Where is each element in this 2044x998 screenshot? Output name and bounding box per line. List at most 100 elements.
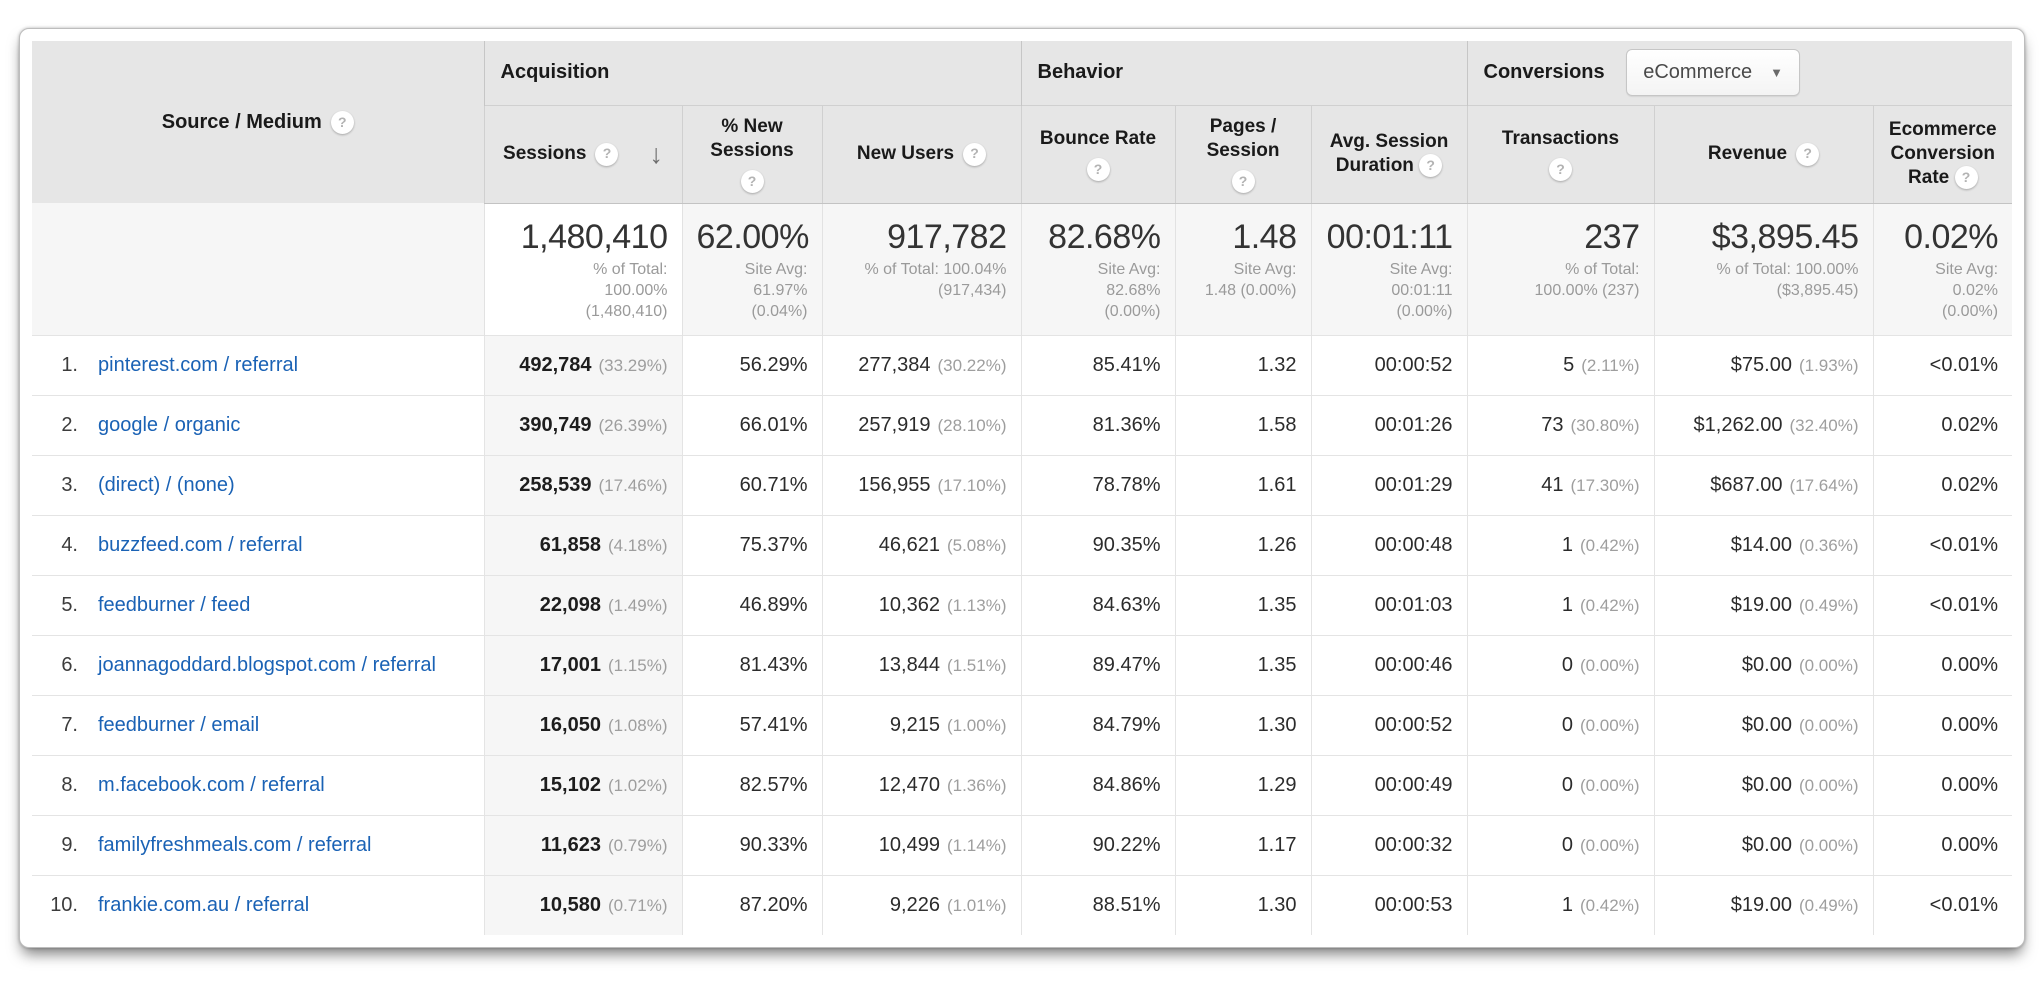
pages-session-value: 1.35 — [1257, 593, 1297, 616]
duration-cell: 00:00:52 — [1310, 334, 1467, 396]
help-icon[interactable]: ? — [595, 142, 619, 166]
pages-session-value: 1.26 — [1257, 533, 1297, 556]
column-header-sessions[interactable]: Sessions ? ↓ — [483, 104, 682, 204]
conversions-type-dropdown[interactable]: eCommerce ▼ — [1626, 49, 1801, 97]
conversion-rate-value: 0.00% — [1941, 773, 1999, 796]
help-icon[interactable]: ? — [1954, 166, 1978, 190]
source-medium-link[interactable]: joannagoddard.blogspot.com / referral — [98, 653, 436, 676]
duration-cell: 00:01:03 — [1310, 574, 1467, 636]
bounce-rate-value: 85.41% — [1092, 353, 1161, 376]
column-header-new-sessions[interactable]: % New Sessions ? — [681, 104, 822, 204]
help-icon[interactable]: ? — [1231, 169, 1255, 193]
source-medium-link[interactable]: m.facebook.com / referral — [98, 773, 325, 796]
column-header-ecommerce-conversion-rate[interactable]: Ecommerce Conversion Rate ? — [1872, 104, 2013, 204]
pages-session-value: 1.30 — [1257, 893, 1297, 916]
conversion-rate-value: <0.01% — [1929, 533, 1999, 556]
duration-value: 00:01:26 — [1374, 413, 1453, 436]
pages-session-value: 1.29 — [1257, 773, 1297, 796]
new-users-percent: (17.10%) — [937, 475, 1007, 495]
bounce-rate-cell: 78.78% — [1020, 454, 1175, 516]
column-header-avg-session-duration[interactable]: Avg. Session Duration ? — [1310, 104, 1467, 204]
bounce-rate-value: 84.63% — [1092, 593, 1161, 616]
conversion-rate-value: 0.02% — [1941, 413, 1999, 436]
conversion-rate-cell: <0.01% — [1872, 574, 2013, 636]
duration-cell: 00:00:46 — [1310, 634, 1467, 696]
new-users-cell: 156,955 (17.10%) — [821, 454, 1021, 516]
row-rank: 3. — [61, 473, 78, 496]
source-medium-link[interactable]: pinterest.com / referral — [98, 353, 299, 376]
sessions-cell: 22,098 (1.49%) — [483, 574, 682, 636]
sessions-cell: 15,102 (1.02%) — [483, 754, 682, 816]
help-icon[interactable]: ? — [1796, 142, 1820, 166]
revenue-cell: $19.00 (0.49%) — [1653, 874, 1873, 936]
sessions-value: 16,050 — [539, 713, 601, 736]
transactions-percent: (0.00%) — [1579, 655, 1640, 675]
pages-session-value: 1.35 — [1257, 653, 1297, 676]
help-icon[interactable]: ? — [1549, 157, 1572, 181]
conversion-rate-value: 0.00% — [1941, 653, 1999, 676]
source-medium-link[interactable]: feedburner / email — [98, 713, 260, 736]
sessions-percent: (1.08%) — [607, 715, 668, 735]
column-header-new-users[interactable]: New Users ? — [821, 104, 1021, 204]
source-medium-link[interactable]: google / organic — [98, 413, 241, 436]
new-users-percent: (5.08%) — [946, 535, 1007, 555]
new-users-value: 9,226 — [889, 893, 940, 916]
help-icon[interactable]: ? — [740, 169, 764, 193]
new-users-cell: 257,919 (28.10%) — [821, 394, 1021, 456]
pages-session-value: 1.61 — [1257, 473, 1297, 496]
column-header-revenue[interactable]: Revenue ? — [1653, 104, 1873, 204]
conversion-rate-cell: 0.02% — [1872, 394, 2013, 456]
revenue-percent: (0.00%) — [1798, 715, 1859, 735]
revenue-percent: (0.00%) — [1798, 655, 1859, 675]
source-medium-link[interactable]: frankie.com.au / referral — [98, 893, 310, 916]
new-users-value: 156,955 — [858, 473, 931, 496]
new-sessions-value: 81.43% — [739, 653, 808, 676]
transactions-cell: 0 (0.00%) — [1466, 754, 1654, 816]
transactions-value: 0 — [1561, 713, 1573, 736]
bounce-rate-cell: 81.36% — [1020, 394, 1175, 456]
sort-descending-icon[interactable]: ↓ — [649, 138, 663, 169]
sessions-value: 258,539 — [519, 473, 592, 496]
help-icon[interactable]: ? — [1419, 154, 1443, 178]
conversion-rate-value: <0.01% — [1929, 593, 1999, 616]
summary-bounce-rate-subtext: Site Avg: 82.68% (0.00%) — [1097, 261, 1161, 321]
source-medium-link[interactable]: feedburner / feed — [98, 593, 251, 616]
help-icon[interactable]: ? — [963, 142, 987, 166]
revenue-value: $0.00 — [1741, 773, 1792, 796]
source-medium-link[interactable]: (direct) / (none) — [98, 473, 235, 496]
new-users-percent: (1.13%) — [946, 595, 1007, 615]
row-rank: 1. — [61, 353, 78, 376]
column-header-bounce-rate[interactable]: Bounce Rate ? — [1020, 104, 1175, 204]
pages-session-cell: 1.61 — [1174, 454, 1311, 516]
bounce-rate-label: Bounce Rate — [1039, 128, 1157, 150]
group-header-acquisition: Acquisition — [483, 41, 1021, 105]
help-icon[interactable]: ? — [330, 110, 354, 134]
new-sessions-label: % New Sessions — [710, 116, 794, 161]
source-cell: 8. m.facebook.com / referral — [32, 754, 484, 816]
sessions-percent: (26.39%) — [598, 415, 668, 435]
new-users-percent: (1.36%) — [946, 775, 1007, 795]
column-header-source-medium[interactable]: Source / Medium ? — [32, 41, 484, 203]
revenue-value: $687.00 — [1710, 473, 1783, 496]
transactions-cell: 1 (0.42%) — [1466, 874, 1654, 936]
source-medium-link[interactable]: familyfreshmeals.com / referral — [98, 833, 372, 856]
source-cell: 9. familyfreshmeals.com / referral — [32, 814, 484, 876]
bounce-rate-value: 90.22% — [1092, 833, 1161, 856]
sessions-label: Sessions — [503, 143, 587, 165]
new-users-value: 46,621 — [878, 533, 940, 556]
column-header-transactions[interactable]: Transactions ? — [1466, 104, 1654, 204]
new-sessions-value: 75.37% — [739, 533, 808, 556]
conversion-rate-cell: 0.00% — [1872, 634, 2013, 696]
new-users-cell: 9,226 (1.01%) — [821, 874, 1021, 936]
transactions-cell: 1 (0.42%) — [1466, 574, 1654, 636]
help-icon[interactable]: ? — [1086, 157, 1110, 181]
pages-session-cell: 1.30 — [1174, 694, 1311, 756]
column-header-pages-session[interactable]: Pages / Session ? — [1174, 104, 1311, 204]
column-header-row: Sessions ? ↓ % New Sessions ? New Users … — [32, 104, 2013, 204]
source-medium-link[interactable]: buzzfeed.com / referral — [98, 533, 303, 556]
transactions-label: Transactions — [1501, 128, 1620, 150]
row-rank: 10. — [50, 893, 78, 916]
duration-cell: 00:00:32 — [1310, 814, 1467, 876]
new-users-percent: (30.22%) — [937, 355, 1007, 375]
duration-value: 00:00:48 — [1374, 533, 1453, 556]
